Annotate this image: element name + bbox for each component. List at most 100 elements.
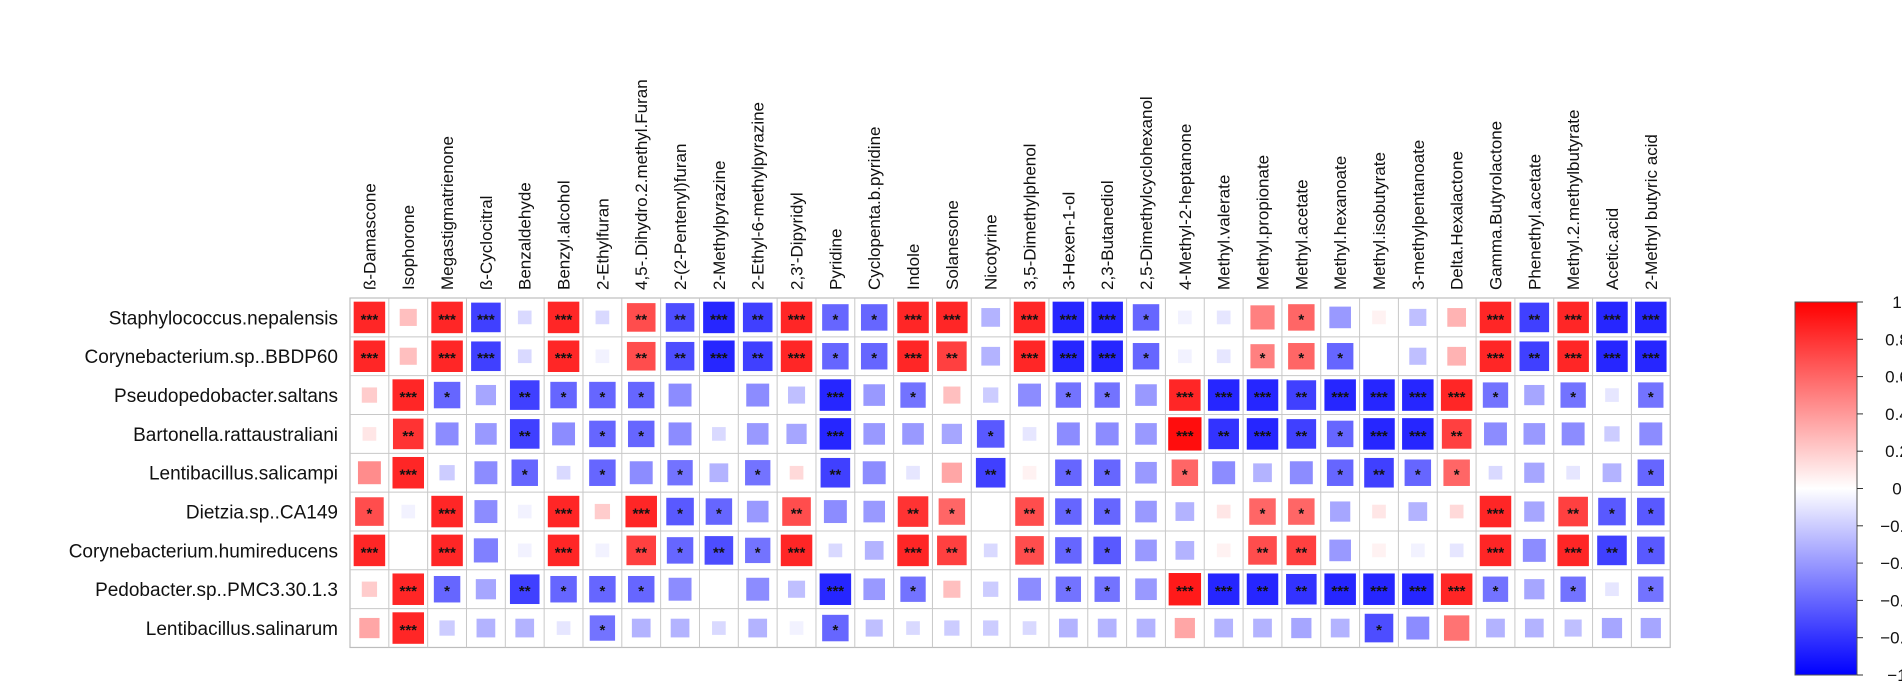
heatmap-cell (556, 621, 571, 635)
column-label: Isophorone (399, 205, 418, 290)
significance-label: *** (1448, 389, 1466, 406)
heatmap-cell (1094, 576, 1120, 602)
heatmap-cell (589, 575, 616, 603)
column-label: 2-Ethyl-6-methylpyrazine (749, 102, 768, 290)
heatmap-cell (517, 543, 532, 558)
heatmap-cell (668, 577, 692, 601)
column-label: ß-Damascone (360, 183, 379, 290)
column-label: Benzyl.alcohol (555, 180, 574, 290)
significance-label: ** (1373, 467, 1385, 484)
heatmap-cell (1596, 340, 1628, 372)
heatmap-cell (1055, 576, 1082, 602)
significance-label: ** (985, 467, 997, 484)
heatmap-cell (938, 498, 966, 525)
heatmap-cell (1482, 382, 1509, 408)
significance-label: *** (1176, 583, 1194, 600)
heatmap-cell (1604, 426, 1620, 442)
heatmap-cell (900, 382, 926, 408)
heatmap-cell (1404, 459, 1432, 486)
heatmap-cell (670, 618, 690, 638)
column-label: 3-methylpentanoate (1409, 140, 1428, 290)
column-label: 2,3-Butanediol (1098, 180, 1117, 290)
heatmap-cell (981, 308, 1001, 327)
heatmap-cell (1286, 535, 1317, 566)
heatmap-cell (1639, 422, 1663, 446)
significance-label: * (988, 428, 994, 445)
heatmap-cell (1443, 459, 1470, 486)
heatmap-cell (1409, 347, 1427, 365)
significance-label: *** (1487, 506, 1505, 523)
significance-label: *** (399, 583, 417, 600)
significance-label: * (1104, 389, 1110, 406)
significance-label: *** (1176, 389, 1194, 406)
heatmap-cell (1372, 310, 1386, 325)
significance-label: ** (1606, 544, 1618, 561)
significance-label: ** (1295, 544, 1307, 561)
significance-label: * (1376, 622, 1382, 639)
heatmap-cell (1637, 497, 1665, 526)
significance-label: *** (1254, 428, 1272, 445)
heatmap-cell (944, 620, 960, 636)
column-label: Methyl.hexanoate (1331, 156, 1350, 290)
significance-label: ** (1451, 428, 1463, 445)
heatmap-cell (435, 422, 459, 446)
row-label: Corynebacterium.sp..BBDP60 (85, 347, 338, 368)
heatmap-cell (595, 310, 610, 325)
significance-label: * (832, 622, 838, 639)
heatmap-cell (1402, 418, 1434, 450)
heatmap-cell (1524, 618, 1544, 638)
heatmap-cell (1560, 382, 1586, 408)
heatmap-cell (439, 620, 455, 636)
significance-label: ** (1257, 544, 1269, 561)
significance-label: * (561, 389, 567, 406)
heatmap-cell (1524, 501, 1545, 522)
heatmap-cell (1246, 379, 1279, 411)
heatmap-cell (1052, 301, 1085, 334)
significance-label: *** (1331, 389, 1349, 406)
heatmap-cell (1519, 302, 1550, 333)
significance-label: ** (830, 467, 842, 484)
heatmap-cell (1174, 617, 1195, 639)
color-legend: 1 0.8 0.6 0.4 0.2 0 −0.2 −0.4 −0.6 −0.8 −1 (1794, 293, 1902, 684)
heatmap-cell (900, 576, 926, 602)
heatmap-cell (983, 387, 999, 403)
significance-label: *** (361, 544, 379, 561)
heatmap-cell (1557, 534, 1589, 567)
heatmap-cell (748, 618, 768, 638)
heatmap-cell (788, 580, 806, 598)
significance-label: *** (1642, 311, 1660, 328)
significance-label: * (949, 506, 955, 523)
heatmap-cell (1135, 500, 1157, 523)
significance-label: ** (946, 544, 958, 561)
significance-label: ** (791, 506, 803, 523)
significance-label: * (599, 622, 605, 639)
significance-label: *** (1098, 350, 1116, 367)
heatmap-cell (1324, 573, 1356, 605)
heatmap-cell (819, 418, 852, 450)
significance-label: ** (519, 389, 531, 406)
heatmap-cell (1135, 384, 1157, 406)
heatmap-cell (594, 503, 611, 520)
heatmap-cell (976, 420, 1005, 448)
heatmap-cell (631, 618, 651, 638)
significance-label: *** (1060, 350, 1078, 367)
heatmap-cell (780, 534, 813, 567)
heatmap-cell (1409, 308, 1427, 326)
significance-label: *** (438, 544, 456, 561)
significance-label: * (1065, 583, 1071, 600)
heatmap-cell (509, 574, 540, 605)
significance-label: *** (904, 311, 922, 328)
column-label: ß-Cyclocitral (477, 196, 496, 290)
heatmap-cell (897, 301, 929, 334)
row-label: Pedobacter.sp..PMC3.30.1.3 (95, 580, 338, 601)
heatmap-cell (517, 310, 532, 325)
heatmap-cell (1055, 498, 1082, 525)
significance-label: *** (710, 311, 728, 328)
significance-label: * (1065, 467, 1071, 484)
heatmap-cell (943, 580, 961, 598)
heatmap-cell (906, 621, 920, 635)
heatmap-cell (626, 341, 656, 371)
heatmap-cell (1286, 419, 1317, 449)
significance-label: *** (632, 506, 650, 523)
heatmap-cell (1056, 422, 1080, 446)
